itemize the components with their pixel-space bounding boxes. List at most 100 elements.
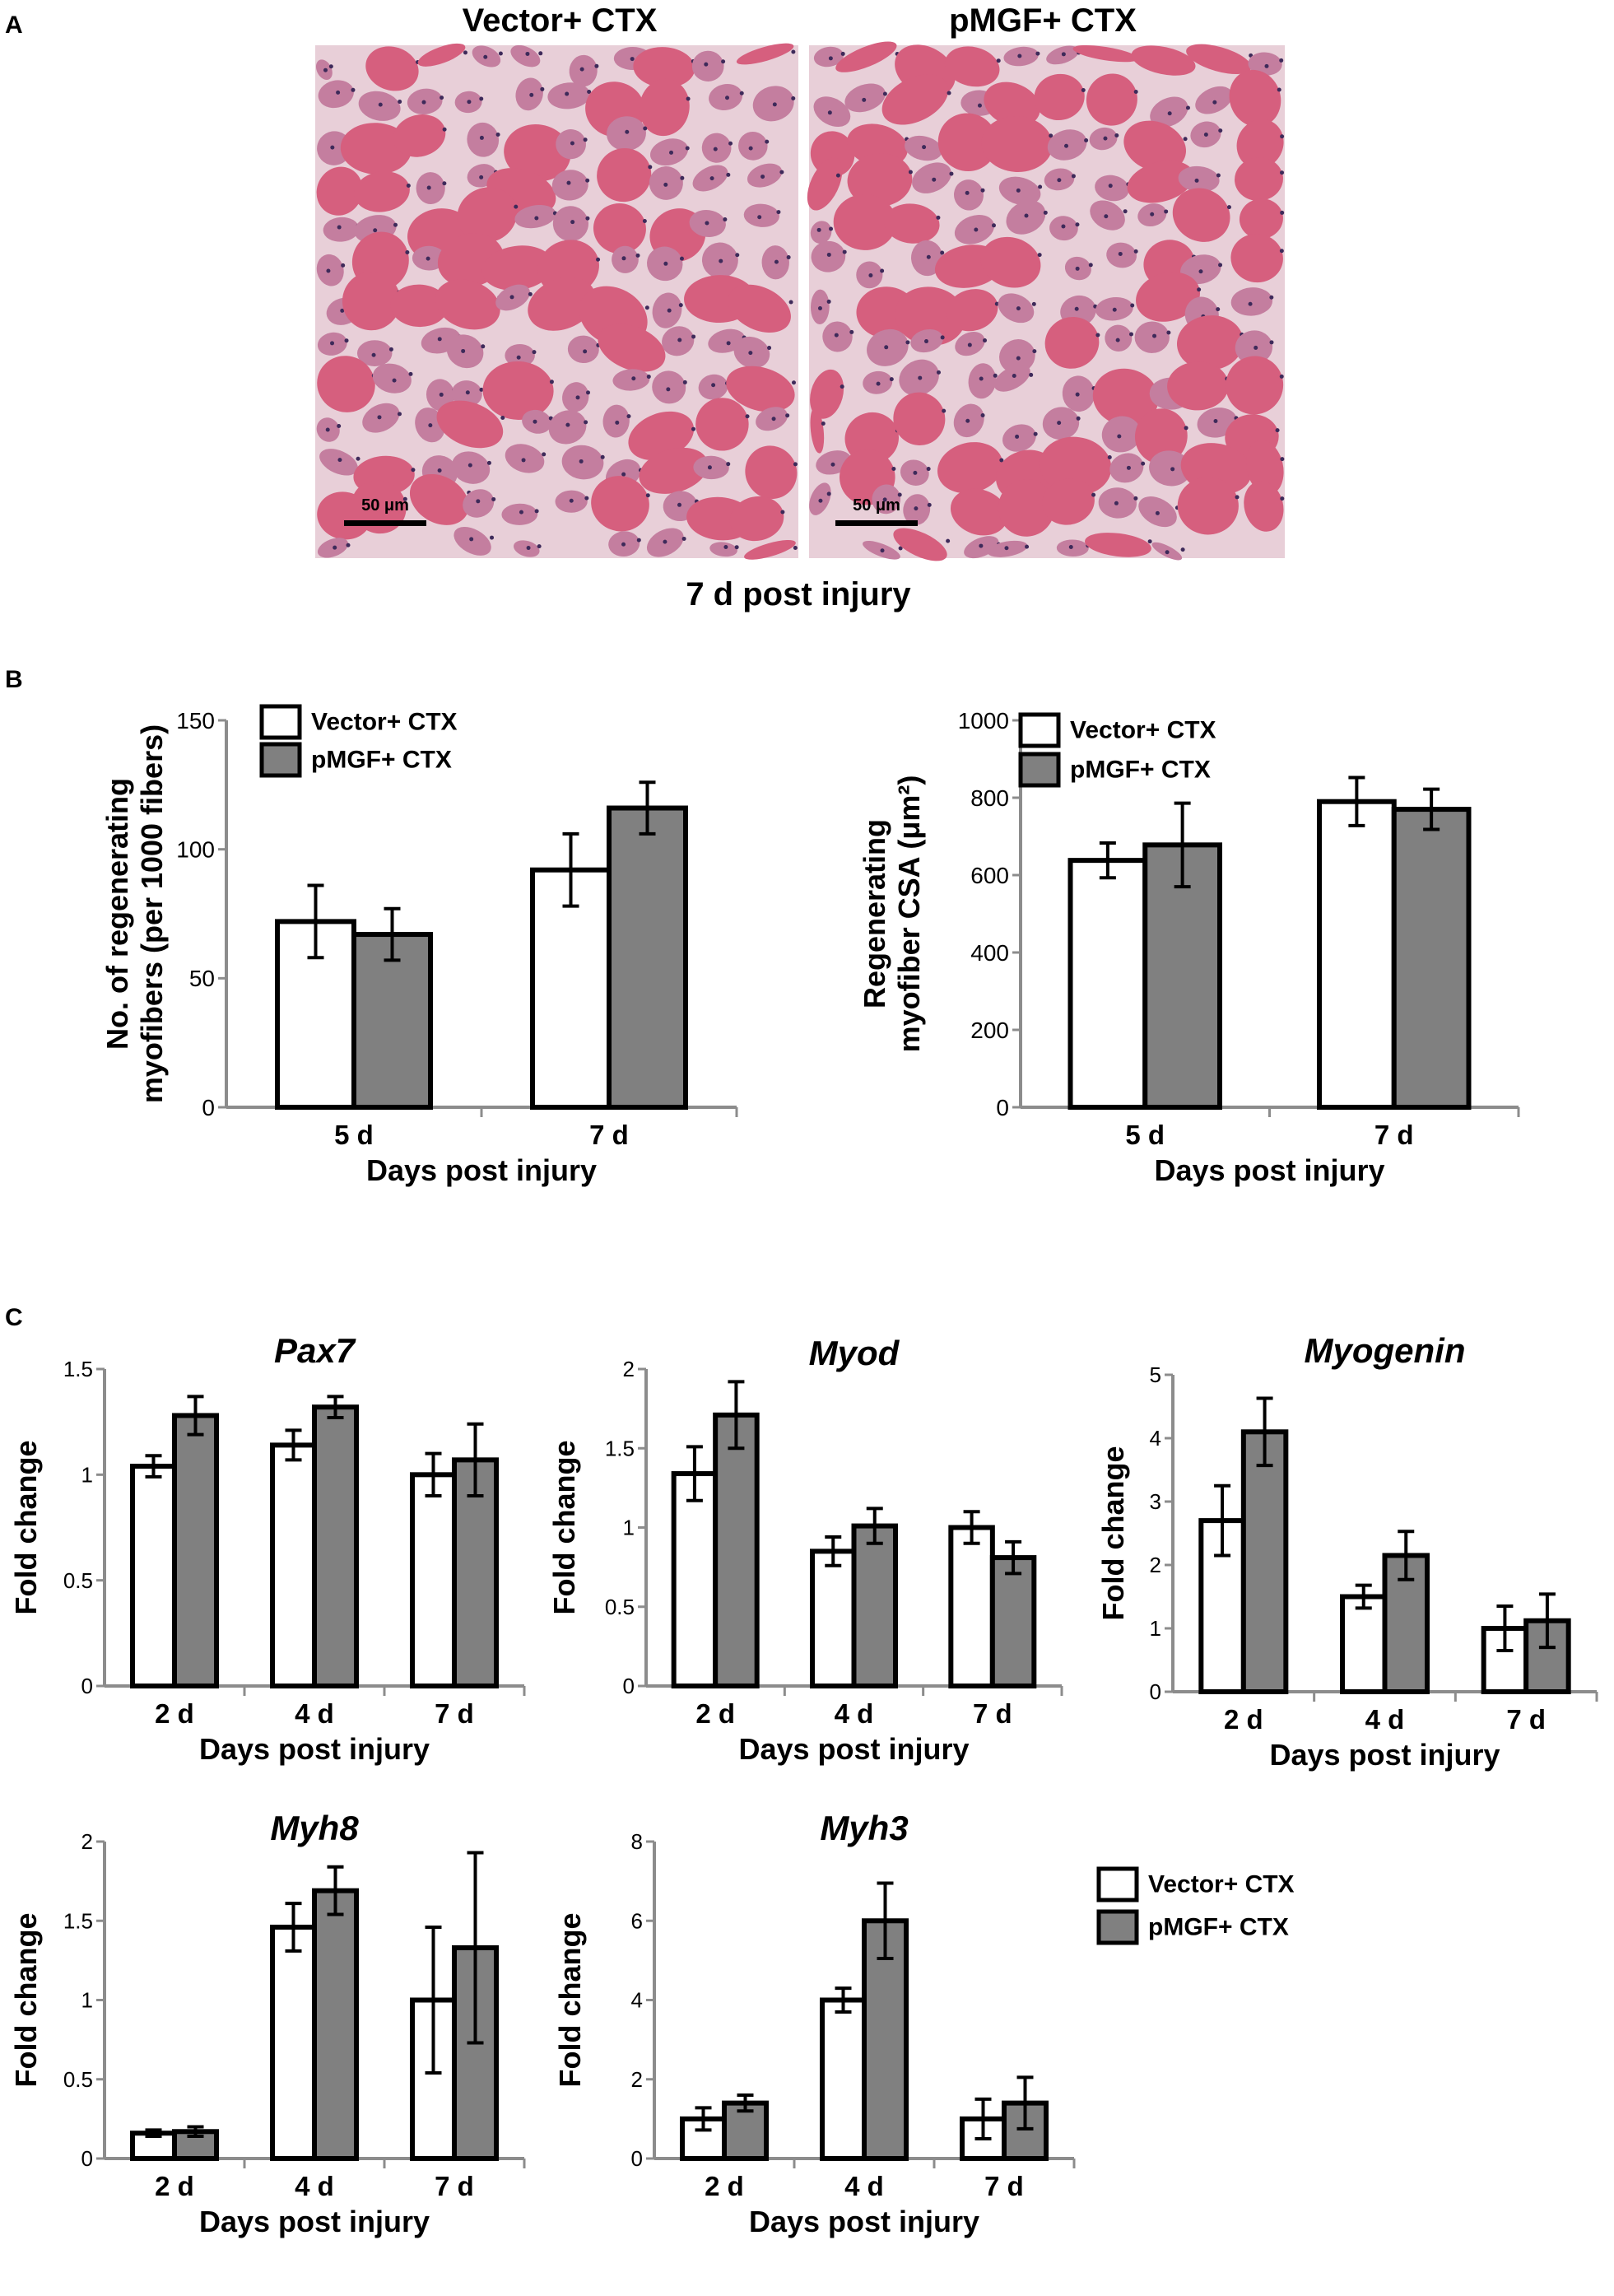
- myofiber: [650, 138, 688, 166]
- x-category-label: 7 d: [973, 1698, 1012, 1729]
- central-nucleus: [677, 338, 682, 342]
- legend-swatch: [1096, 1866, 1139, 1902]
- interstitial-nucleus: [1218, 128, 1223, 133]
- interstitial-nucleus: [408, 371, 413, 376]
- interstitial-nucleus: [1133, 90, 1138, 95]
- myofiber: [1040, 436, 1112, 496]
- myofiber: [567, 335, 599, 364]
- myofiber: [482, 361, 554, 420]
- bar: [810, 1549, 857, 1688]
- interstitial-nucleus: [1183, 137, 1188, 142]
- interstitial-nucleus: [942, 408, 947, 413]
- interstitial-nucleus: [495, 132, 500, 137]
- central-nucleus: [1115, 338, 1120, 342]
- x-axis-label: Days post injury: [738, 1732, 969, 1766]
- bar: [452, 1457, 499, 1689]
- myofiber: [1230, 287, 1273, 316]
- myofiber: [980, 236, 1041, 288]
- interstitial-nucleus: [636, 538, 641, 543]
- y-tick-label: 3: [1150, 1489, 1161, 1514]
- bar: [1067, 858, 1148, 1110]
- central-nucleus: [630, 57, 635, 62]
- interstitial-nucleus: [691, 426, 696, 431]
- interstitial-nucleus: [1280, 457, 1285, 462]
- interstitial-nucleus: [498, 51, 503, 56]
- interstitial-nucleus: [826, 299, 831, 304]
- micrograph-pmgf-tissue: [807, 41, 1285, 561]
- interstitial-nucleus: [681, 536, 686, 541]
- scale-bar-right-label: 50 μm: [853, 496, 900, 515]
- central-nucleus: [579, 459, 584, 463]
- y-tick-label: 400: [970, 940, 1009, 966]
- central-nucleus: [1061, 224, 1066, 229]
- y-axis-label: Fold change: [9, 1440, 43, 1614]
- myofiber: [1177, 315, 1244, 370]
- interstitial-nucleus: [1114, 133, 1119, 137]
- interstitial-nucleus: [479, 96, 484, 101]
- central-nucleus: [426, 256, 430, 261]
- central-nucleus: [914, 506, 919, 511]
- interstitial-nucleus: [726, 462, 731, 467]
- central-nucleus: [965, 418, 970, 423]
- myofiber: [937, 442, 1003, 494]
- central-nucleus: [667, 308, 672, 313]
- interstitial-nucleus: [532, 350, 537, 355]
- myofiber: [1042, 478, 1095, 525]
- central-nucleus: [1017, 54, 1022, 58]
- interstitial-nucleus: [947, 91, 951, 95]
- myofiber: [591, 476, 649, 532]
- myofiber: [1180, 254, 1221, 285]
- interstitial-nucleus: [905, 340, 910, 345]
- central-nucleus: [663, 261, 668, 266]
- interstitial-nucleus: [1275, 428, 1280, 433]
- x-axis-label: Days post injury: [1154, 1153, 1384, 1187]
- central-nucleus: [830, 462, 835, 467]
- central-nucleus: [772, 102, 777, 107]
- myofiber: [981, 116, 1053, 172]
- central-nucleus: [1152, 333, 1157, 338]
- myofiber: [744, 540, 796, 560]
- interstitial-nucleus: [849, 329, 854, 334]
- central-nucleus: [713, 147, 718, 151]
- x-category-label: 2 d: [1224, 1704, 1263, 1735]
- myofiber: [728, 284, 791, 333]
- central-nucleus: [426, 185, 431, 190]
- y-tick-label: 1: [623, 1516, 635, 1540]
- myofiber: [947, 289, 998, 332]
- interstitial-nucleus: [682, 380, 687, 384]
- central-nucleus: [816, 227, 821, 232]
- interstitial-nucleus: [645, 493, 650, 498]
- bar: [713, 1412, 760, 1688]
- central-nucleus: [631, 376, 636, 381]
- myofiber: [1127, 161, 1194, 203]
- myofiber: [417, 43, 466, 67]
- y-axis-label: Regenerating: [858, 819, 891, 1008]
- myofiber: [390, 284, 449, 328]
- y-tick-label: 50: [189, 966, 215, 991]
- myofiber: [1236, 119, 1284, 169]
- central-nucleus: [1155, 510, 1160, 515]
- interstitial-nucleus: [678, 303, 683, 308]
- interstitial-nucleus: [1235, 495, 1240, 500]
- interstitial-nucleus: [328, 64, 333, 69]
- bar: [410, 1472, 457, 1689]
- interstitial-nucleus: [587, 90, 592, 95]
- y-tick-label: 2: [631, 2067, 643, 2092]
- bar: [1317, 799, 1397, 1110]
- central-nucleus: [570, 141, 574, 146]
- myofiber: [1230, 234, 1283, 283]
- interstitial-nucleus: [402, 496, 407, 501]
- myofiber: [1034, 73, 1085, 121]
- interstitial-nucleus: [346, 543, 351, 547]
- x-category-label: 5 d: [334, 1120, 374, 1150]
- interstitial-nucleus: [780, 510, 785, 515]
- interstitial-nucleus: [584, 496, 589, 501]
- interstitial-nucleus: [491, 496, 496, 501]
- central-nucleus: [726, 341, 731, 346]
- central-nucleus: [1074, 306, 1079, 311]
- central-nucleus: [566, 180, 571, 185]
- interstitial-nucleus: [940, 250, 945, 255]
